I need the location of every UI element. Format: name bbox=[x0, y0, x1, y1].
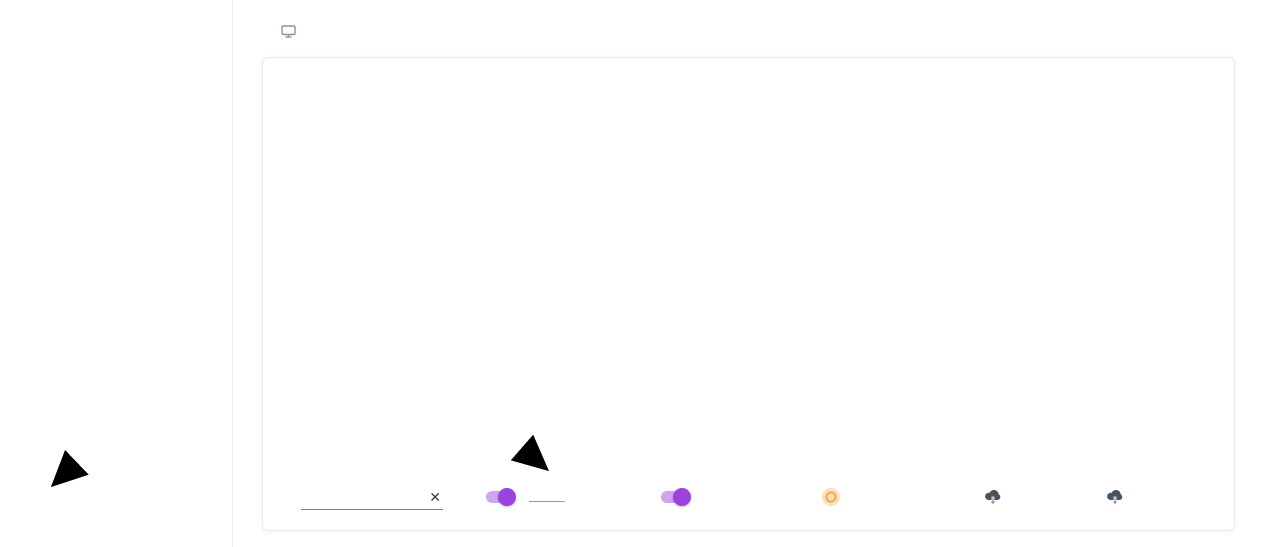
main-header bbox=[267, 25, 301, 38]
sidebar bbox=[0, 0, 233, 547]
chart bbox=[263, 58, 1234, 478]
export-all-button[interactable] bbox=[984, 485, 1009, 509]
monitor-icon bbox=[281, 25, 296, 38]
filter-by-url: ✕ bbox=[301, 485, 443, 510]
include-all-pages-control[interactable] bbox=[821, 485, 848, 509]
averages-toggle[interactable] bbox=[486, 488, 516, 506]
chart-card: ✕ bbox=[262, 57, 1235, 531]
cloud-download-icon bbox=[985, 489, 1001, 506]
export-selected-button[interactable] bbox=[1106, 485, 1131, 509]
outside-links-toggle[interactable] bbox=[661, 488, 691, 506]
clear-filter-icon[interactable]: ✕ bbox=[429, 488, 441, 505]
cloud-download-icon bbox=[1107, 489, 1123, 506]
eye-icon bbox=[822, 488, 840, 506]
audit-scope bbox=[281, 25, 301, 38]
filter-url-input[interactable] bbox=[301, 488, 423, 506]
averages-control bbox=[486, 483, 565, 509]
averages-field bbox=[529, 483, 565, 502]
averages-input[interactable] bbox=[529, 483, 564, 500]
outside-links-control bbox=[661, 485, 698, 509]
